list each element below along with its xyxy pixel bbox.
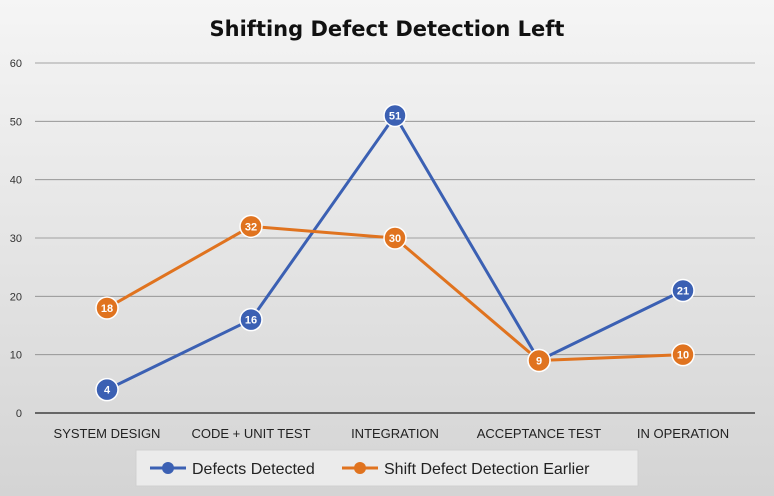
data-label: 9 <box>536 356 542 368</box>
data-point-marker <box>383 226 407 250</box>
data-point-marker <box>95 296 119 320</box>
data-label: 32 <box>245 221 257 233</box>
legend-label: Defects Detected <box>192 461 315 478</box>
data-label: 21 <box>677 286 689 298</box>
data-label: 16 <box>245 315 257 327</box>
data-point-marker <box>671 342 695 367</box>
y-tick-label: 10 <box>10 350 22 362</box>
y-tick-label: 20 <box>10 291 22 303</box>
data-label: 51 <box>389 111 401 123</box>
x-tick-label: SYSTEM DESIGN <box>54 426 161 441</box>
chart-title: Shifting Defect Detection Left <box>210 17 565 41</box>
data-point-marker <box>239 307 263 332</box>
data-point-marker <box>671 278 695 303</box>
x-tick-label: ACCEPTANCE TEST <box>477 426 602 441</box>
data-point-marker <box>383 103 407 128</box>
x-tick-label: IN OPERATION <box>637 426 729 441</box>
data-label: 30 <box>389 233 401 245</box>
x-tick-label: CODE + UNIT TEST <box>191 426 310 441</box>
data-point-marker <box>239 214 263 239</box>
y-tick-label: 30 <box>10 233 22 245</box>
data-point-marker <box>95 377 119 402</box>
data-label: 10 <box>677 350 689 362</box>
legend-label: Shift Defect Detection Earlier <box>384 461 590 478</box>
data-label: 18 <box>101 303 113 315</box>
data-label: 4 <box>104 385 111 397</box>
y-tick-label: 50 <box>10 116 22 128</box>
x-tick-label: INTEGRATION <box>351 426 439 441</box>
y-tick-label: 60 <box>10 58 22 70</box>
y-tick-label: 0 <box>16 408 22 420</box>
legend-box <box>135 449 639 487</box>
y-tick-label: 40 <box>10 175 22 187</box>
legend-swatch-marker <box>354 462 366 474</box>
data-point-marker <box>527 348 551 373</box>
legend-swatch-marker <box>162 462 174 474</box>
